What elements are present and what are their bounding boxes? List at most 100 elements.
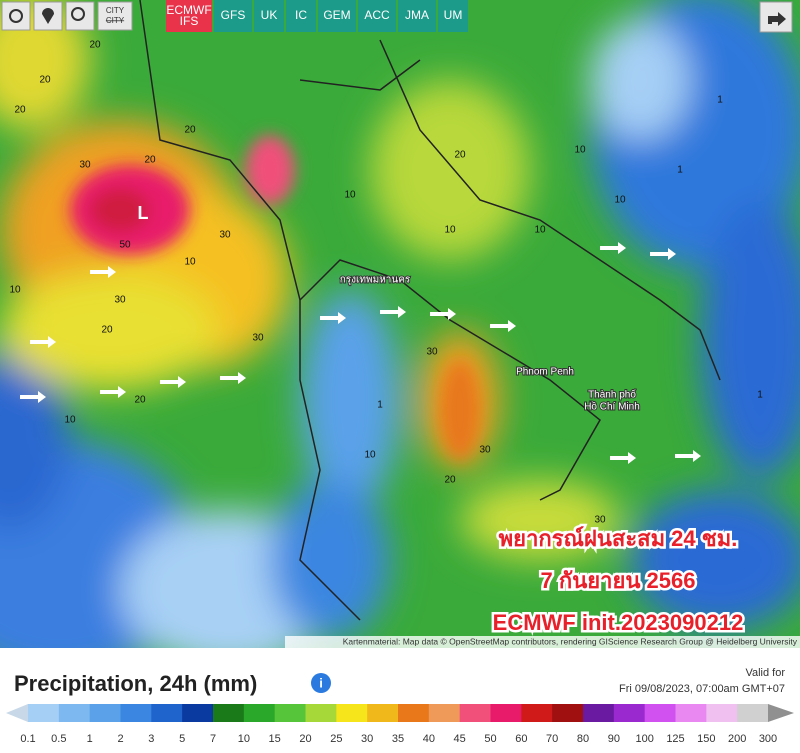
tab[interactable]	[438, 0, 468, 32]
colorbar-segment	[151, 704, 183, 722]
contour-label: 20	[134, 395, 146, 406]
tab[interactable]	[358, 0, 396, 32]
zoom-button[interactable]	[65, 1, 95, 31]
colorbar-end	[6, 704, 28, 722]
colorbar-tick-label: 90	[608, 733, 620, 745]
colorbar-tick-label: 20	[299, 733, 311, 745]
contour-label: 10	[574, 145, 586, 156]
contour-label: 20	[444, 475, 456, 486]
colorbar-end	[768, 704, 794, 722]
info-icon: i	[319, 675, 323, 690]
tab-label: IC	[295, 8, 307, 22]
colorbar-segment	[583, 704, 615, 722]
tab-label: ECMWF	[166, 3, 211, 17]
tab-label: UK	[261, 8, 278, 22]
tab[interactable]	[254, 0, 284, 32]
colorbar-tick-label: 40	[423, 733, 435, 745]
contour-label: 10	[614, 195, 626, 206]
colorbar-segment	[182, 704, 214, 722]
contour-label: 1	[677, 165, 683, 176]
refresh-button[interactable]	[1, 1, 31, 31]
contour-label: 30	[114, 295, 126, 306]
contour-label: 10	[64, 415, 76, 426]
tab-label: GEM	[323, 8, 350, 22]
colorbar-tick-label: 10	[238, 733, 250, 745]
colorbar-tick-label: 3	[148, 733, 154, 745]
colorbar-tick-label: 100	[635, 733, 653, 745]
contour-label: 10	[184, 257, 196, 268]
colorbar-tick-label: 2	[117, 733, 123, 745]
colorbar-tick-label: 5	[179, 733, 185, 745]
contour-label: 10	[534, 225, 546, 236]
wind-arrows	[20, 242, 701, 464]
attribution-bg	[285, 636, 800, 648]
valid-time: Fri 09/08/2023, 07:00am GMT+07	[619, 683, 785, 695]
colorbar-segment	[613, 704, 646, 722]
colorbar-tick-label: 80	[577, 733, 589, 745]
tab-label: IFS	[180, 14, 199, 28]
tab-label: JMA	[405, 8, 429, 22]
colorbar-tick-label: 50	[484, 733, 496, 745]
tab[interactable]	[318, 0, 356, 32]
colorbar-segment	[459, 704, 491, 722]
contour-label: 20	[14, 105, 26, 116]
info-button[interactable]	[311, 673, 331, 693]
colorbar-segment	[398, 704, 430, 722]
city-button[interactable]	[97, 1, 133, 31]
tab[interactable]	[214, 0, 252, 32]
colorbar-tick-label: 15	[269, 733, 281, 745]
contour-label: 1	[717, 95, 723, 106]
place-label: กรุงเทพมหานคร	[340, 275, 411, 286]
tab[interactable]	[398, 0, 436, 32]
tab-active[interactable]	[166, 0, 212, 32]
colorbar-tick-label: 7	[210, 733, 216, 745]
colorbar-segment	[213, 704, 245, 722]
map[interactable]	[0, 0, 800, 680]
city-label: CITY	[106, 16, 125, 25]
contour-label: 10	[9, 285, 21, 296]
colorbar-segment	[490, 704, 522, 722]
tab[interactable]	[286, 0, 316, 32]
colorbar-segment	[120, 704, 152, 722]
colorbar-segment	[675, 704, 707, 722]
overlay-text: พยากรณ์ฝนสะสม 24 ชม.	[499, 526, 738, 551]
colorbar-segment	[428, 704, 461, 722]
colorbar-segment	[706, 704, 738, 722]
tab-label: GFS	[221, 8, 246, 22]
city-label: CITY	[106, 6, 125, 15]
toolbar	[1, 0, 793, 33]
border	[139, 0, 721, 621]
colorbar-tick-label: 70	[546, 733, 558, 745]
colorbar-tick-label: 25	[330, 733, 342, 745]
colorbar-tick-label: 300	[759, 733, 777, 745]
contour-label: 10	[344, 190, 356, 201]
contour-label: 30	[426, 347, 438, 358]
colorbar-tick-label: 1	[87, 733, 93, 745]
colorbar-tick-label: 35	[392, 733, 404, 745]
pin-icon	[42, 8, 54, 24]
low-marker: L	[138, 203, 149, 223]
colorbar-segment	[336, 704, 368, 722]
attribution: Kartenmaterial: Map data © OpenStreetMap…	[343, 636, 798, 646]
share-icon	[768, 12, 786, 26]
colorbar-tick-label: 200	[728, 733, 746, 745]
contour-label: 30	[479, 445, 491, 456]
valid-label: Valid for	[745, 667, 785, 679]
contour-label: 1	[757, 390, 763, 401]
contour-label: 30	[252, 333, 264, 344]
colorbar-tick-label: 60	[515, 733, 527, 745]
tab-label: UM	[444, 8, 463, 22]
contour-label: 20	[454, 150, 466, 161]
legend-title: Precipitation, 24h (mm)	[14, 671, 257, 696]
contour-label: 30	[219, 230, 231, 241]
colorbar-tick-label: 0.1	[20, 733, 35, 745]
colorbar-segment	[58, 704, 91, 722]
contour-label: 30	[594, 515, 606, 526]
contour-label: 30	[79, 160, 91, 171]
contour-label: 1	[377, 400, 383, 411]
refresh-icon	[9, 9, 23, 23]
colorbar-segment	[644, 704, 676, 722]
colorbar-tick-label: 150	[697, 733, 715, 745]
